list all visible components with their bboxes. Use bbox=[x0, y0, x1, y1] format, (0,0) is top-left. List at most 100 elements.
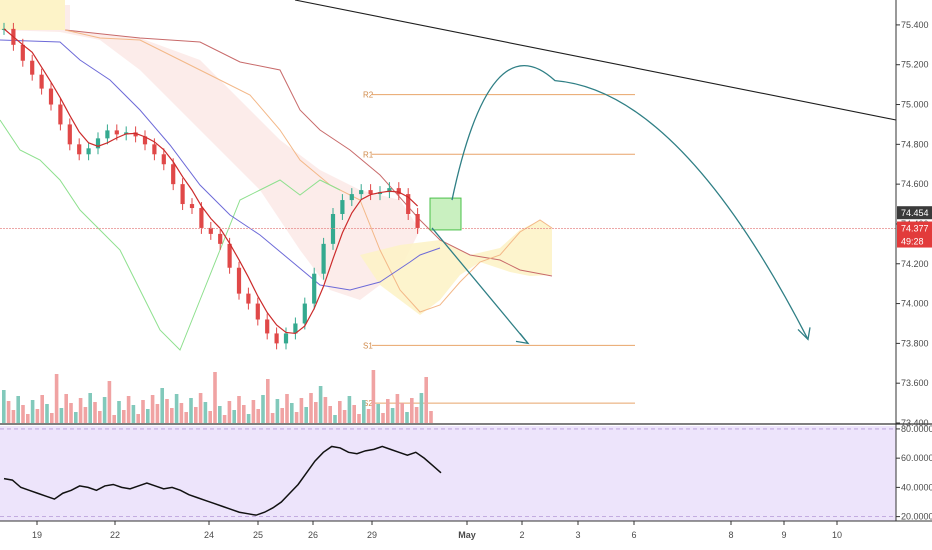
volume-bar bbox=[2, 390, 6, 423]
rsi-tick-label: 20.0000 bbox=[901, 512, 932, 522]
candle bbox=[227, 243, 232, 268]
rsi-band bbox=[0, 426, 896, 521]
volume-bar bbox=[64, 394, 68, 423]
candle bbox=[133, 132, 138, 137]
y-tick-label: 73.400 bbox=[901, 418, 929, 428]
candle bbox=[265, 319, 270, 334]
volume-bar bbox=[203, 402, 208, 423]
volume-bar bbox=[93, 402, 97, 423]
pivot-label-r1: R1 bbox=[363, 150, 374, 159]
rsi-tick-label: 60.0000 bbox=[901, 453, 932, 463]
volume-bar bbox=[136, 414, 140, 423]
candle bbox=[30, 60, 35, 75]
volume-bar bbox=[184, 412, 188, 423]
volume-bar bbox=[318, 386, 323, 423]
y-tick-label: 74.000 bbox=[901, 299, 929, 309]
volume-bar bbox=[232, 410, 236, 423]
candle bbox=[246, 293, 251, 304]
volume-bar bbox=[11, 410, 16, 423]
entry-zone bbox=[429, 197, 462, 231]
volume-bar bbox=[294, 412, 299, 423]
volume-bar bbox=[261, 395, 265, 423]
candle bbox=[406, 194, 411, 214]
volume-bar bbox=[357, 414, 361, 423]
y-tick-label: 75.200 bbox=[901, 60, 929, 70]
volume-bar bbox=[131, 405, 136, 423]
volume-bar bbox=[270, 413, 275, 423]
y-tick-label: 75.400 bbox=[901, 20, 929, 30]
volume-bar bbox=[165, 399, 169, 423]
pivot-label-r2: R2 bbox=[363, 91, 374, 100]
volume-bar bbox=[102, 397, 107, 423]
candle bbox=[86, 148, 91, 155]
volume-bar bbox=[314, 402, 318, 423]
volume-bar bbox=[299, 398, 304, 423]
candle bbox=[396, 188, 401, 195]
volume-bar bbox=[194, 407, 198, 423]
volume-bar bbox=[246, 414, 251, 423]
x-tick-label: 8 bbox=[728, 530, 733, 540]
candle bbox=[321, 243, 326, 274]
volume-bar bbox=[256, 409, 260, 423]
candle bbox=[20, 44, 25, 61]
short-arrow-head bbox=[515, 332, 530, 345]
volume-bar bbox=[45, 404, 49, 423]
candle bbox=[349, 194, 354, 201]
candle bbox=[114, 130, 119, 135]
volume-bar bbox=[6, 401, 11, 423]
volume-bar bbox=[342, 410, 347, 423]
volume-bar bbox=[275, 399, 280, 423]
volume-bar bbox=[405, 412, 409, 423]
candle bbox=[161, 154, 166, 165]
volume-bar bbox=[242, 405, 246, 423]
volume-bar bbox=[381, 413, 385, 423]
volume-bar bbox=[83, 407, 88, 423]
volume-bar bbox=[141, 400, 145, 423]
last-price-text: 74.377 bbox=[901, 224, 929, 234]
long-arrow-head bbox=[797, 327, 811, 341]
candle bbox=[48, 88, 54, 105]
short-projection-arrow bbox=[431, 227, 529, 344]
y-tick-label: 73.800 bbox=[901, 338, 929, 348]
volume-bar bbox=[266, 379, 270, 423]
volume-bar bbox=[189, 398, 193, 423]
chikou-span bbox=[0, 119, 341, 351]
volume-bar bbox=[98, 411, 102, 423]
kijun-line bbox=[0, 39, 441, 291]
candle bbox=[340, 200, 345, 214]
x-tick-label: 25 bbox=[253, 530, 263, 540]
countdown-text: 49:28 bbox=[901, 237, 924, 247]
candle bbox=[58, 104, 63, 125]
volume-bar bbox=[386, 399, 390, 423]
x-tick-label: 2 bbox=[519, 530, 524, 540]
volume-bar bbox=[347, 396, 352, 423]
y-tick-label: 73.600 bbox=[901, 378, 929, 388]
volume-bar bbox=[395, 394, 400, 423]
volume-bar bbox=[218, 406, 222, 423]
x-tick-label: 29 bbox=[367, 530, 377, 540]
candle bbox=[368, 190, 373, 195]
volume-bar bbox=[160, 388, 164, 423]
volume-bar bbox=[280, 408, 284, 423]
trendline bbox=[294, 0, 897, 121]
candle bbox=[152, 144, 157, 155]
rsi-pane[interactable] bbox=[0, 426, 896, 521]
volume-bar bbox=[122, 410, 126, 423]
candle bbox=[302, 303, 307, 324]
volume-bar bbox=[30, 400, 35, 423]
tenkan-line bbox=[3, 28, 419, 335]
volume-bar bbox=[237, 396, 241, 423]
x-tick-label: 3 bbox=[575, 530, 580, 540]
candle bbox=[189, 204, 195, 209]
volume-bar bbox=[304, 407, 308, 423]
cloud-top-yellow bbox=[0, 0, 65, 30]
rsi-tick-label: 80.0000 bbox=[901, 424, 932, 434]
volume-bar bbox=[35, 409, 40, 423]
volume-bar bbox=[198, 393, 203, 423]
rsi-tick-label: 40.0000 bbox=[901, 482, 932, 492]
prev-price-badge bbox=[897, 206, 932, 220]
volume-bar bbox=[213, 372, 217, 423]
volume-bar bbox=[352, 405, 356, 423]
x-tick-label: 6 bbox=[631, 530, 636, 540]
